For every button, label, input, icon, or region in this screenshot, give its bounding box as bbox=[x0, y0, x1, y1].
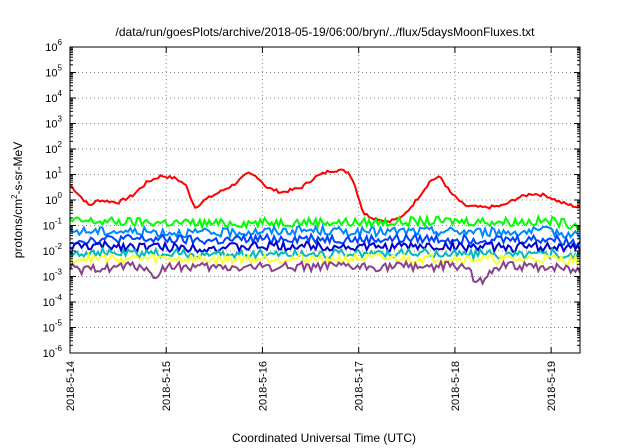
grid-lines bbox=[70, 47, 580, 353]
y-tick-label: 10-5 bbox=[43, 319, 63, 335]
y-tick-label: 101 bbox=[45, 166, 62, 182]
series-line bbox=[69, 222, 581, 240]
y-tick-label: 105 bbox=[45, 64, 62, 80]
series-line bbox=[69, 258, 581, 286]
y-tick-label: 10-6 bbox=[43, 344, 63, 360]
x-tick-label: 2018-5-19 bbox=[546, 361, 558, 411]
x-tick-label: 2018-5-17 bbox=[354, 361, 366, 411]
y-tick-label: 10-2 bbox=[43, 242, 63, 258]
series-line bbox=[69, 232, 581, 248]
x-tick-label: 2018-5-16 bbox=[257, 361, 269, 411]
series-line bbox=[69, 238, 581, 255]
series-line bbox=[69, 168, 581, 224]
y-tick-label: 100 bbox=[45, 191, 62, 207]
chart-title: /data/run/goesPlots/archive/2018-05-19/0… bbox=[116, 25, 536, 39]
y-tick-label: 10-4 bbox=[43, 293, 63, 309]
y-tick-label: 10-3 bbox=[43, 268, 63, 284]
series-layer bbox=[69, 168, 581, 286]
axis-ticks: 106 105 104 103 102 101 100 10-1 10-2 10-3 10-4 10-… bbox=[43, 38, 580, 411]
y-tick-label: 104 bbox=[45, 89, 62, 105]
series-line bbox=[69, 246, 581, 262]
y-axis-label: protons/cm2-s-sr-MeV bbox=[10, 142, 25, 258]
y-tick-label: 103 bbox=[45, 115, 62, 131]
y-tick-label: 10-1 bbox=[43, 217, 63, 233]
series-line bbox=[69, 213, 581, 232]
x-tick-label: 2018-5-18 bbox=[450, 361, 462, 411]
x-tick-label: 2018-5-15 bbox=[161, 361, 173, 411]
y-tick-label: 102 bbox=[45, 140, 62, 156]
x-tick-label: 2018-5-14 bbox=[65, 361, 77, 411]
x-axis-label: Coordinated Universal Time (UTC) bbox=[232, 431, 416, 445]
y-tick-label: 106 bbox=[45, 38, 62, 54]
